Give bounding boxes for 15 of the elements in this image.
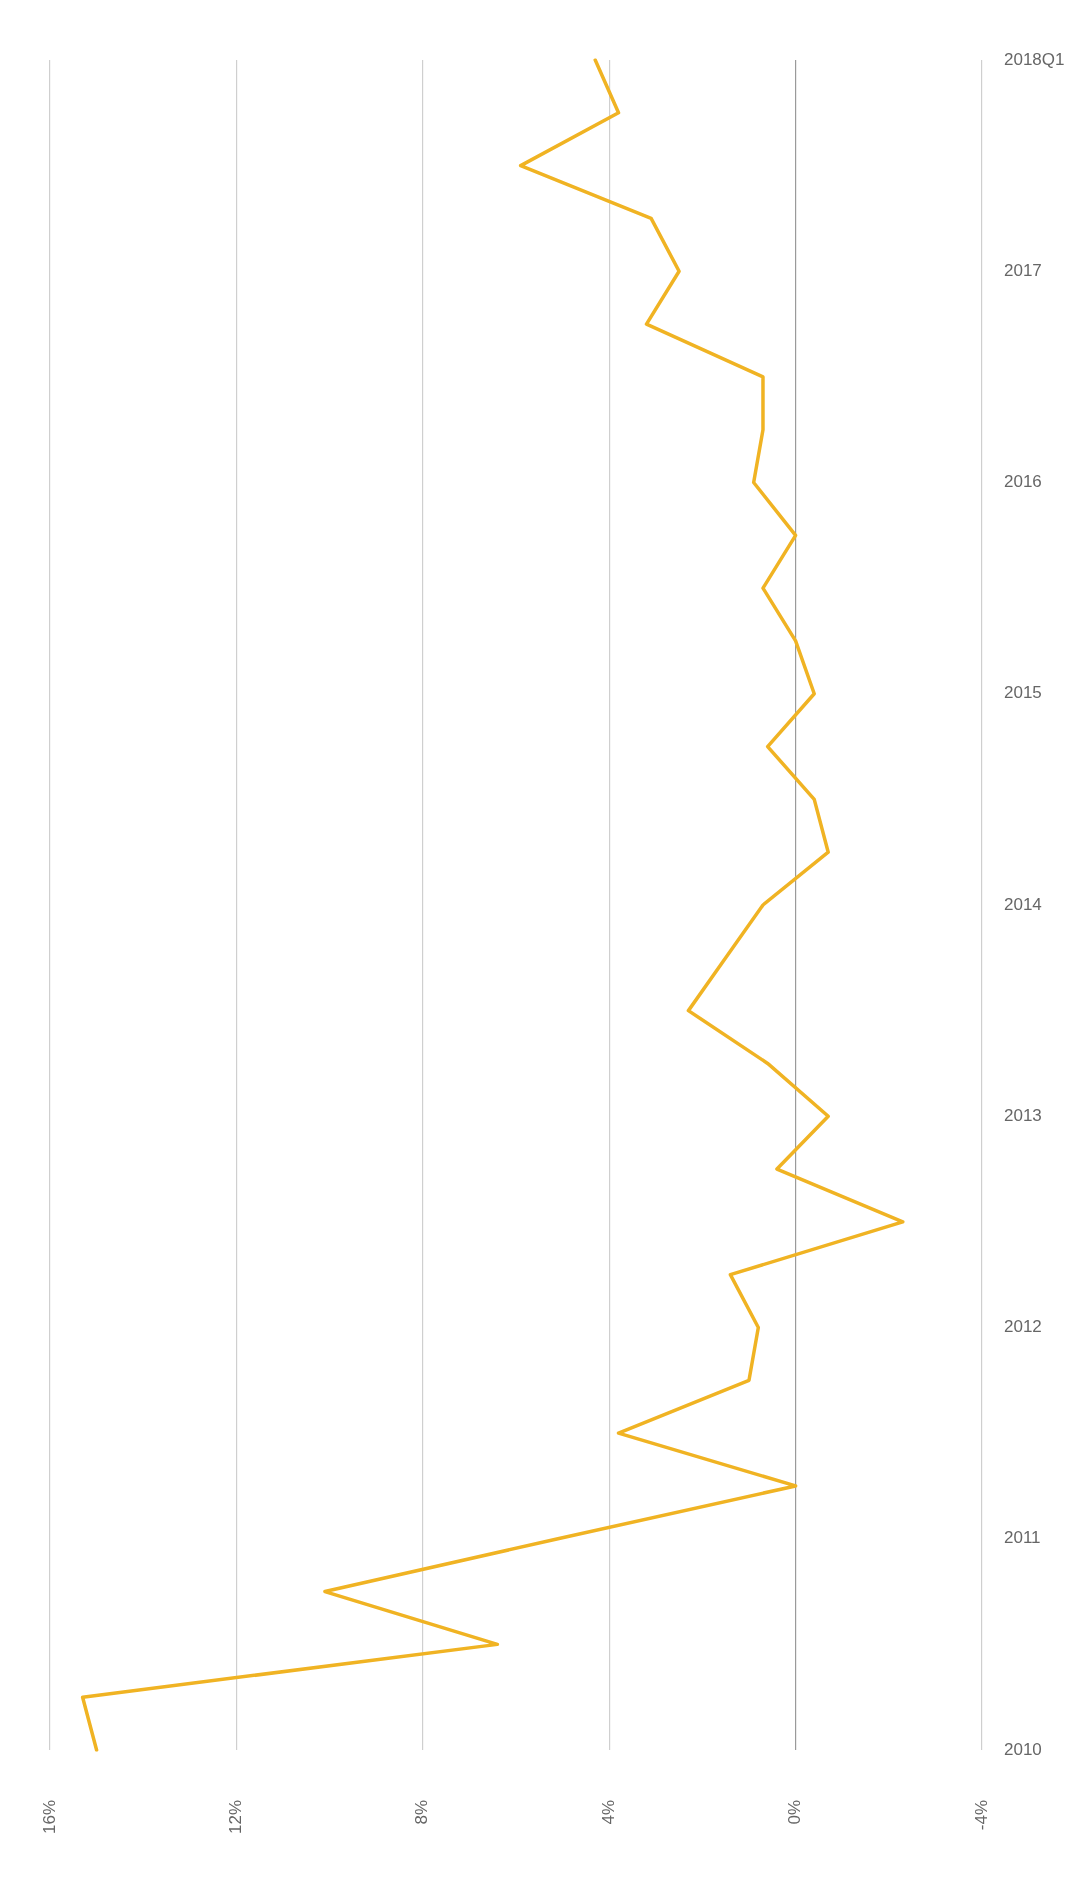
y-tick-label: 2010	[1004, 1739, 1042, 1759]
x-tick-label: 12%	[226, 1800, 246, 1835]
x-tick-label: 8%	[412, 1800, 432, 1825]
x-tick-label: 16%	[39, 1800, 59, 1835]
y-tick-label: 2016	[1004, 472, 1042, 492]
y-tick-label: 2014	[1004, 894, 1042, 914]
x-tick-label: 0%	[785, 1800, 805, 1825]
y-tick-label: 2017	[1004, 260, 1042, 280]
y-tick-label: 2013	[1004, 1105, 1042, 1125]
y-tick-label: 2018Q1	[1004, 49, 1065, 69]
y-tick-label: 2015	[1004, 683, 1042, 703]
y-tick-label: 2012	[1004, 1317, 1042, 1337]
y-tick-label: 2011	[1004, 1528, 1041, 1548]
x-tick-label: 4%	[598, 1800, 618, 1825]
x-tick-label: -4%	[971, 1800, 991, 1831]
